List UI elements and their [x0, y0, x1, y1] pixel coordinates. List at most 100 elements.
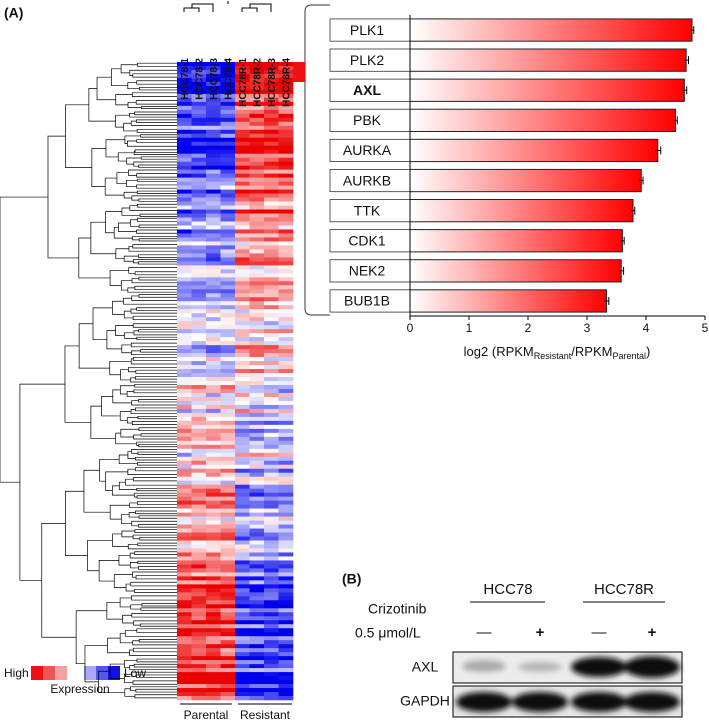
heatmap-cell	[191, 488, 207, 493]
heatmap-cell	[177, 600, 192, 605]
heatmap-cell	[278, 297, 294, 302]
heatmap-cell	[278, 672, 294, 677]
heatmap-cell	[264, 117, 279, 123]
heatmap-cell	[235, 408, 250, 414]
heatmap-cell	[220, 357, 236, 362]
heatmap-cell	[191, 392, 207, 398]
heatmap-cell	[177, 149, 192, 155]
heatmap-cell	[206, 289, 221, 294]
heatmap-cell	[191, 201, 207, 206]
heatmap-cell	[191, 468, 207, 474]
heatmap-cell	[206, 357, 221, 362]
heatmap-cell	[177, 181, 192, 186]
heatmap-cell	[235, 484, 250, 489]
heatmap-cell	[206, 381, 221, 386]
heatmap-cell	[278, 81, 294, 87]
heatmap-cell	[206, 624, 221, 629]
heatmap-cell	[206, 520, 221, 525]
heatmap-cell	[249, 249, 265, 254]
heatmap-cell	[249, 289, 265, 294]
heatmap-cell	[249, 97, 265, 103]
heatmap-cell	[264, 648, 279, 653]
heatmap-cell	[220, 660, 236, 665]
heatmap-cell	[278, 596, 294, 601]
heatmap-cell	[249, 536, 265, 541]
heatmap-cell	[177, 293, 192, 298]
heatmap-cell	[177, 257, 192, 262]
heatmap-cell	[278, 628, 294, 633]
heatmap-cell	[177, 400, 192, 406]
heatmap-cell	[264, 369, 279, 374]
heatmap-cell	[191, 516, 207, 521]
heatmap-cell	[220, 169, 236, 174]
heatmap-cell	[235, 62, 250, 67]
x-tick-label: 3	[584, 321, 591, 335]
heatmap-cell	[235, 261, 250, 266]
heatmap-cell	[220, 620, 236, 625]
heatmap-cell	[191, 317, 207, 322]
heatmap-cell	[235, 337, 250, 342]
heatmap-cell	[278, 512, 294, 517]
heatmap-cell	[191, 396, 207, 402]
heatmap-cell	[177, 153, 192, 158]
heatmap-cell	[177, 193, 192, 198]
heatmap-cell	[220, 636, 236, 641]
heatmap-cell	[278, 209, 294, 214]
heatmap-cell	[206, 592, 221, 597]
heatmap-cell	[249, 353, 265, 358]
heatmap-cell	[220, 604, 236, 609]
heatmap-cell	[177, 289, 192, 294]
x-axis-label-part: Parental	[612, 351, 646, 361]
heatmap-cell	[206, 436, 221, 442]
heatmap-cell	[191, 373, 207, 378]
heatmap-cell	[206, 345, 221, 350]
heatmap-cell	[264, 113, 279, 119]
heatmap-cell	[249, 357, 265, 362]
heatmap-cell	[264, 660, 279, 665]
heatmap-cell	[249, 412, 265, 418]
heatmap-cell	[264, 508, 279, 513]
heatmap-cell	[191, 369, 207, 374]
heatmap-cell	[206, 133, 221, 139]
heatmap-cell	[249, 500, 265, 505]
heatmap-cell	[249, 608, 265, 613]
heatmap-cell	[177, 580, 192, 585]
heatmap-cell	[278, 404, 294, 410]
heatmap-cell	[249, 684, 265, 689]
heatmap-cell	[206, 293, 221, 298]
heatmap-cell	[220, 624, 236, 629]
heatmap-cell	[264, 97, 279, 103]
heatmap-cell	[191, 237, 207, 242]
heatmap-cell	[278, 193, 294, 198]
heatmap-cell	[235, 628, 250, 633]
heatmap-cell	[177, 109, 192, 115]
heatmap-cell	[206, 117, 221, 123]
heatmap-cell	[235, 329, 250, 334]
heatmap-cell	[177, 660, 192, 665]
heatmap-cell	[220, 133, 236, 139]
heatmap-cell	[278, 125, 294, 131]
heatmap-cell	[264, 488, 279, 493]
heatmap-cell	[278, 113, 294, 119]
heatmap-cell	[278, 480, 294, 485]
heatmap-cell	[191, 85, 207, 91]
heatmap-cell	[191, 676, 207, 681]
heatmap-cell	[235, 680, 250, 685]
heatmap-cell	[264, 436, 279, 442]
heatmap-cell	[235, 428, 250, 434]
heatmap-cell	[177, 424, 192, 430]
heatmap-cell	[206, 77, 221, 83]
heatmap-cell	[177, 345, 192, 350]
heatmap-cell	[278, 460, 294, 466]
heatmap-cell	[206, 65, 221, 71]
heatmap-cell	[235, 101, 250, 107]
heatmap-cell	[278, 408, 294, 414]
heatmap-cell	[206, 620, 221, 625]
heatmap-cell	[278, 544, 294, 549]
heatmap-cell	[235, 213, 250, 218]
heatmap-cell	[206, 321, 221, 326]
heatmap-cell	[177, 484, 192, 489]
heatmap-cell	[235, 696, 250, 701]
category-label: BUB1B	[344, 293, 390, 309]
heatmap-cell	[264, 337, 279, 342]
